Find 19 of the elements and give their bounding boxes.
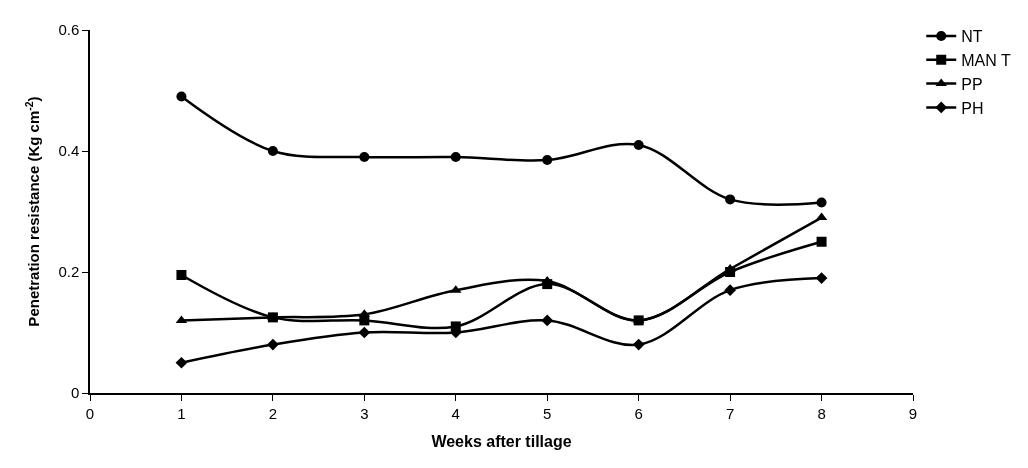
x-tick-label: 0	[85, 404, 95, 422]
x-tick-label: 2	[268, 404, 278, 422]
legend-label: MAN T	[961, 52, 1011, 70]
y-tick-label: 0.4	[58, 142, 80, 160]
x-tick-label: 7	[725, 404, 735, 422]
y-tick-label: 0	[70, 384, 80, 402]
y-tick-label: 0.6	[58, 21, 80, 39]
legend-label: NT	[961, 28, 983, 46]
x-tick-label: 8	[817, 404, 826, 422]
x-tick-label: 9	[908, 404, 918, 422]
y-tick-label: 0.2	[58, 263, 80, 281]
legend-label: PH	[961, 99, 984, 117]
x-axis-title: Weeks after tillage	[431, 432, 572, 450]
x-tick-label: 4	[451, 404, 460, 422]
x-tick-label: 1	[177, 404, 186, 422]
x-tick-label: 6	[634, 404, 643, 422]
x-tick-label: 5	[543, 404, 552, 422]
x-tick-label: 3	[360, 404, 369, 422]
legend-label: PP	[961, 75, 983, 93]
